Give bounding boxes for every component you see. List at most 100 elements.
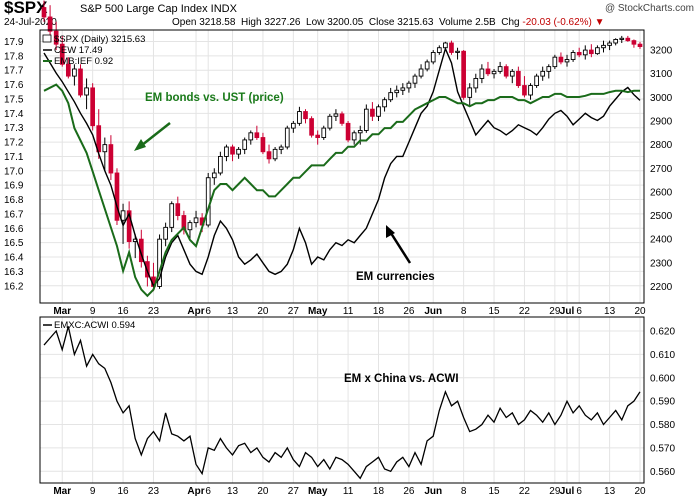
spx-candle (291, 121, 296, 133)
spx-candle (485, 61, 491, 77)
legend-emb-label: EMB:IEF 0.92 (54, 56, 113, 67)
annotation-arrowhead-green (134, 139, 146, 151)
spx-candle (491, 69, 497, 79)
candle-body (546, 66, 552, 72)
left-axis-tick-label: 16.4 (4, 253, 24, 264)
candle-body (102, 144, 108, 153)
right-axis-tick-label: 2500 (650, 211, 673, 222)
candle-body (552, 56, 558, 68)
left-axis-tick-label: 17.5 (4, 94, 24, 105)
down-arrow-icon: ▼ (594, 17, 605, 28)
spx-candle-legend-icon (42, 34, 52, 43)
low-label: Low (306, 17, 325, 28)
x-axis-tick-label: May (308, 486, 328, 497)
stockcharts-logo: @ StockCharts.com (604, 3, 694, 14)
left-axis-tick-label: 17.0 (4, 166, 24, 177)
spx-candle (345, 121, 351, 143)
x-axis-tick-label: 11 (343, 306, 354, 317)
candle-body (461, 50, 466, 98)
candle-body (187, 222, 193, 231)
candle-body (108, 144, 114, 174)
candle-body (455, 50, 460, 53)
spx-candle (540, 66, 546, 81)
candle-body (412, 75, 418, 84)
candle-body (41, 7, 47, 18)
chg-value: -20.03 (-0.62%) (522, 17, 592, 28)
candle-body (516, 70, 521, 86)
candle-body (65, 63, 71, 77)
candle-body (291, 122, 296, 129)
spx-candle (449, 40, 454, 55)
x-axis-tick-label: 20 (257, 486, 269, 497)
x-axis-tick-label: Apr (187, 486, 204, 497)
candle-body (503, 66, 509, 77)
annotation-arrowhead-black (386, 225, 395, 238)
candle-body (205, 177, 211, 226)
x-axis-tick-label: 20 (257, 306, 269, 317)
left-axis-tick-label: 17.4 (4, 109, 24, 120)
right-axis-tick-label: 2700 (650, 164, 673, 175)
candle-body (522, 85, 527, 96)
spx-candle (327, 113, 333, 131)
annotation-em-x-china: EM x China vs. ACWI (344, 373, 459, 385)
candle-body (47, 16, 53, 32)
spx-candle (272, 147, 278, 162)
spx-candle (169, 201, 175, 233)
spx-candle (412, 73, 418, 88)
spx-candle (388, 87, 393, 103)
x-axis-tick-label: 6 (576, 306, 582, 317)
candle-body (90, 87, 95, 127)
spx-candle (430, 50, 436, 65)
x-axis-tick-label: Jun (424, 306, 442, 317)
spx-candle (473, 73, 479, 93)
spx-candle (607, 40, 612, 51)
left-axis-tick-label: 17.7 (4, 66, 24, 77)
spx-candle (114, 168, 120, 225)
right-axis-tick-label: 3100 (650, 69, 673, 80)
candle-body (72, 68, 77, 77)
x-axis-tick-label: 22 (519, 486, 531, 497)
symbol-name: S&P 500 Large Cap Index INDX (80, 3, 237, 15)
x-axis-tick-label: 18 (373, 306, 385, 317)
candle-body (78, 68, 83, 96)
candle-body (218, 156, 223, 174)
candle-body (582, 49, 588, 56)
spx-candle (65, 57, 71, 79)
candle-body (339, 113, 345, 124)
candle-body (248, 132, 254, 141)
candle-body (59, 43, 65, 65)
x-axis-tick-label: 13 (604, 306, 616, 317)
candle-body (418, 68, 424, 77)
candle-body (327, 115, 333, 129)
candle-body (540, 70, 546, 77)
spx-candle (436, 45, 442, 55)
left-axis-tick-label: 16.6 (4, 224, 24, 235)
x-axis-tick-label: 15 (488, 306, 500, 317)
spx-candle (339, 111, 345, 126)
candle-body (278, 146, 284, 150)
spx-candle (582, 45, 588, 60)
x-axis-tick-label: Jul (560, 486, 575, 497)
candle-body (345, 122, 351, 141)
candle-body (388, 92, 393, 101)
ratio-axis-tick-label: 0.560 (650, 467, 675, 478)
x-axis-tick-label: 22 (519, 306, 531, 317)
spx-candle (363, 104, 369, 133)
x-axis-tick-label: 16 (117, 306, 129, 317)
spx-candle (224, 144, 229, 162)
spx-candle (193, 210, 199, 228)
candle-body (84, 87, 89, 96)
spx-candle (254, 125, 260, 140)
candle-body (467, 87, 473, 98)
candle-body (315, 134, 321, 138)
x-axis-tick-label: 27 (288, 306, 300, 317)
spx-candle (303, 109, 308, 124)
right-axis-tick-label: 3000 (650, 93, 673, 104)
candle-body (509, 70, 515, 77)
spx-candle (187, 220, 193, 240)
candle-body (564, 59, 570, 63)
candle-body (534, 75, 539, 86)
cew-line (43, 46, 641, 288)
